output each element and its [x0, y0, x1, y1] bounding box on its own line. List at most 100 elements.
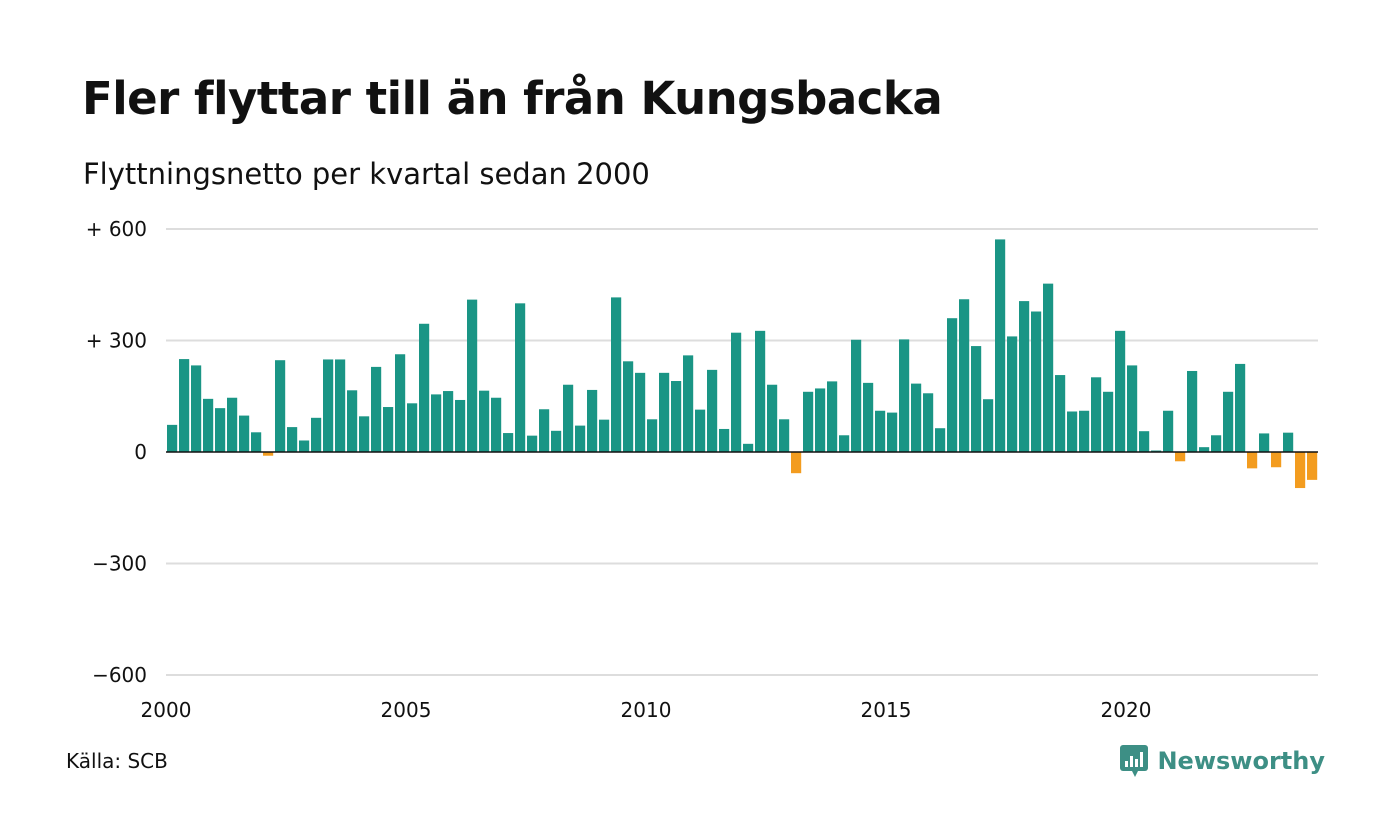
bar — [827, 381, 838, 452]
bar — [287, 427, 298, 452]
bar — [1007, 336, 1018, 452]
bar — [299, 440, 310, 452]
bar-chart: + 600 + 300 0 −300 −600 2000 2005 2010 2015 2020 — [86, 217, 1318, 722]
bar — [419, 323, 430, 452]
bar — [395, 354, 406, 452]
bar — [1055, 375, 1066, 452]
x-tick-label: 2020 — [1101, 698, 1152, 722]
bar — [707, 369, 718, 452]
bar — [1271, 452, 1282, 468]
bar — [1247, 452, 1258, 469]
bar — [1175, 452, 1186, 462]
bar — [671, 381, 682, 452]
bar — [527, 435, 538, 452]
bar — [1199, 447, 1210, 452]
bar — [479, 390, 490, 452]
bar — [443, 391, 454, 452]
bar — [599, 419, 610, 452]
bar — [455, 399, 466, 452]
x-tick-label: 2000 — [141, 698, 192, 722]
bars — [167, 239, 1318, 489]
bar — [539, 409, 550, 452]
bar — [1127, 365, 1138, 452]
bar — [635, 372, 646, 452]
bar — [791, 452, 802, 474]
bar — [683, 355, 694, 452]
bar — [1103, 391, 1114, 452]
bar — [899, 339, 910, 452]
chart-title: Fler flyttar till än från Kungsbacka — [82, 72, 943, 125]
bar — [887, 412, 898, 452]
bar — [911, 383, 922, 452]
bar — [491, 397, 502, 452]
bar — [563, 384, 574, 452]
bar — [755, 330, 766, 452]
bar — [1091, 377, 1102, 452]
source-note: Källa: SCB — [66, 749, 168, 773]
bar — [167, 424, 178, 452]
bar — [191, 365, 202, 452]
x-tick-label: 2010 — [621, 698, 672, 722]
bar — [1223, 391, 1234, 452]
bar — [611, 297, 622, 452]
bar — [935, 428, 946, 452]
bar — [1115, 330, 1126, 452]
bar — [719, 428, 730, 452]
bar — [311, 417, 322, 452]
y-tick-label: + 600 — [86, 217, 147, 241]
bar — [587, 389, 598, 452]
bar — [1043, 283, 1054, 452]
bar — [1235, 363, 1246, 452]
bar — [431, 394, 442, 452]
bar — [743, 443, 754, 452]
bar — [815, 388, 826, 452]
bar — [239, 415, 250, 452]
bar — [839, 435, 850, 452]
bar — [1079, 410, 1090, 452]
bar — [875, 410, 886, 452]
bar — [323, 359, 334, 452]
bar — [1067, 411, 1078, 452]
bar — [947, 318, 958, 452]
x-tick-label: 2015 — [861, 698, 912, 722]
gridlines — [166, 228, 1318, 676]
bar — [623, 361, 634, 452]
bar — [515, 303, 526, 452]
bar — [371, 366, 382, 452]
y-tick-label: + 300 — [86, 329, 147, 353]
bar — [359, 416, 370, 452]
bar — [731, 332, 742, 452]
bar — [347, 390, 358, 452]
bar — [647, 419, 658, 452]
bar — [215, 408, 226, 452]
bar — [467, 299, 478, 452]
y-tick-label: −600 — [92, 663, 147, 687]
bar — [863, 382, 874, 452]
bar — [203, 398, 214, 452]
y-tick-label: 0 — [134, 440, 147, 464]
x-tick-label: 2005 — [381, 698, 432, 722]
bar — [335, 359, 346, 452]
chart-subtitle: Flyttningsnetto per kvartal sedan 2000 — [83, 157, 650, 191]
y-tick-label: −300 — [92, 552, 147, 576]
bar — [851, 339, 862, 452]
bar — [1211, 435, 1222, 452]
bar — [923, 393, 934, 452]
bar — [1295, 452, 1306, 489]
bar — [779, 419, 790, 452]
bar — [803, 391, 814, 452]
bar — [767, 384, 778, 452]
bar — [1259, 433, 1270, 452]
y-axis-labels: + 600 + 300 0 −300 −600 — [86, 217, 147, 687]
bar — [659, 372, 670, 452]
bar — [971, 346, 982, 452]
bar — [959, 299, 970, 452]
bar — [1031, 311, 1042, 452]
bar — [551, 430, 562, 452]
bar — [383, 407, 394, 452]
bar — [1187, 370, 1198, 452]
bar — [983, 399, 994, 452]
bar — [251, 432, 262, 452]
bar — [995, 239, 1006, 452]
bar — [275, 360, 286, 452]
